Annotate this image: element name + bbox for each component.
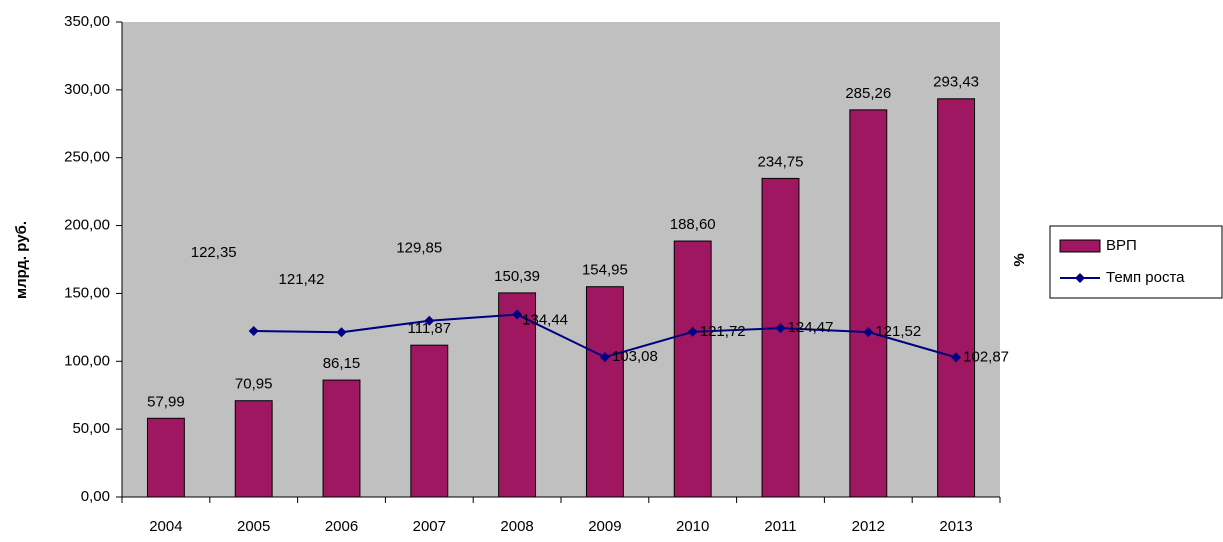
x-tick-label: 2007 [413, 518, 446, 535]
y-tick-label: 300,00 [64, 81, 110, 98]
line-value-label: 121,72 [700, 323, 746, 340]
line-marker [599, 352, 610, 363]
y-tick-label: 150,00 [64, 284, 110, 301]
x-tick-label: 2012 [852, 518, 885, 535]
bar-value-label: 293,43 [933, 74, 979, 91]
y-tick-label: 0,00 [81, 488, 110, 505]
line-marker [863, 327, 874, 338]
x-tick-label: 2006 [325, 518, 358, 535]
line-value-label: 121,52 [875, 323, 921, 340]
x-tick-label: 2004 [149, 518, 182, 535]
x-tick-label: 2010 [676, 518, 709, 535]
bar-value-label: 70,95 [235, 376, 273, 393]
line-marker [951, 352, 962, 363]
legend-label: ВРП [1106, 237, 1137, 254]
bar-value-label: 150,39 [494, 268, 540, 285]
line-value-label: 122,35 [191, 244, 237, 261]
legend-label: Темп роста [1106, 269, 1185, 286]
line-marker [336, 327, 347, 338]
line-value-label: 124,47 [788, 319, 834, 336]
line-value-label: 103,08 [612, 348, 658, 365]
line-value-label: 121,42 [279, 271, 325, 288]
x-tick-label: 2005 [237, 518, 270, 535]
line-marker [775, 323, 786, 334]
y-axis-label: млрд. руб. [13, 221, 30, 299]
bar [146, 417, 185, 498]
bar-value-label: 154,95 [582, 262, 628, 279]
line-marker [687, 326, 698, 337]
y-tick-label: 200,00 [64, 217, 110, 234]
x-tick-label: 2013 [939, 518, 972, 535]
legend-swatch [1059, 239, 1101, 253]
bar [410, 344, 449, 498]
bar [498, 292, 537, 498]
y-tick-label: 100,00 [64, 352, 110, 369]
line-marker [424, 315, 435, 326]
bar [761, 177, 800, 498]
line-value-label: 129,85 [396, 240, 442, 257]
bar-value-label: 285,26 [845, 85, 891, 102]
x-tick-label: 2011 [764, 518, 796, 535]
bar [322, 379, 361, 498]
y2-axis-label: % [1011, 253, 1028, 266]
x-tick-label: 2008 [500, 518, 533, 535]
bar [937, 98, 976, 498]
bar [849, 109, 888, 498]
y-tick-label: 50,00 [72, 420, 110, 437]
bar [234, 400, 273, 498]
line-value-label: 102,87 [963, 348, 1009, 365]
bar-value-label: 111,87 [407, 320, 451, 337]
bar [585, 286, 624, 498]
y-tick-label: 250,00 [64, 149, 110, 166]
legend-marker [1075, 273, 1085, 283]
line-value-label: 134,44 [522, 312, 568, 329]
bar-value-label: 86,15 [323, 355, 361, 372]
bar-value-label: 188,60 [670, 216, 716, 233]
bar-value-label: 234,75 [758, 153, 804, 170]
line-marker [248, 325, 259, 336]
bar-value-label: 57,99 [147, 393, 185, 410]
y-tick-label: 350,00 [64, 13, 110, 30]
bar [673, 240, 712, 498]
line-marker [512, 309, 523, 320]
x-tick-label: 2009 [588, 518, 621, 535]
legend [1049, 225, 1223, 299]
